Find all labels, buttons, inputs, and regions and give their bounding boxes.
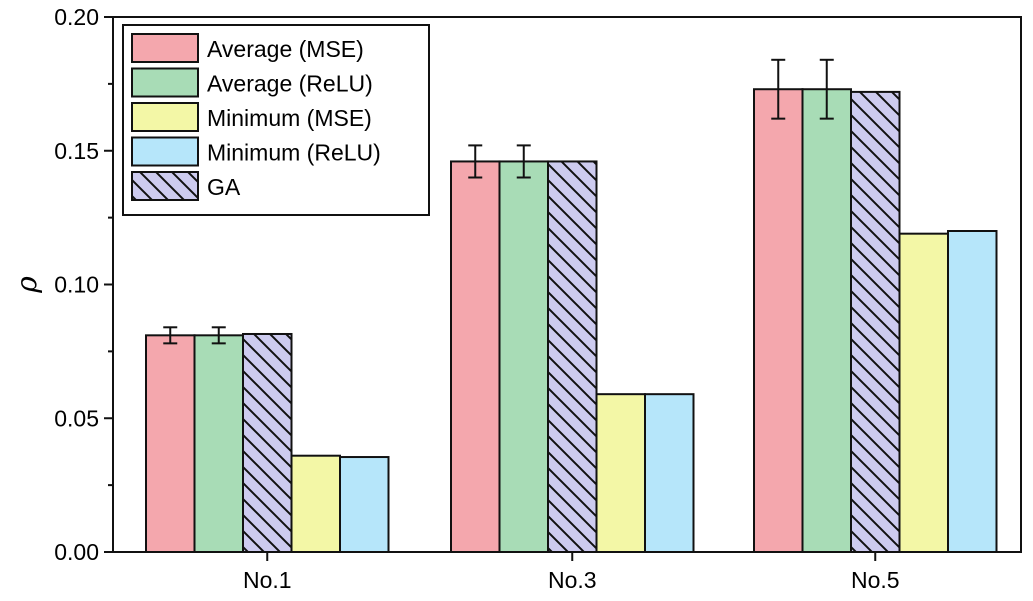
- bar: [290, 454, 341, 554]
- x-tick-label: No.5: [851, 567, 900, 593]
- legend-label: GA: [207, 174, 241, 200]
- bar: [947, 230, 998, 553]
- legend-swatch: [131, 171, 199, 201]
- bar: [339, 456, 390, 554]
- bar: [498, 160, 549, 553]
- y-tick-label: 0.10: [54, 272, 99, 298]
- legend-label: Minimum (MSE): [207, 105, 372, 131]
- y-tick-label: 0.00: [54, 539, 99, 565]
- bar: [145, 334, 196, 554]
- bar: [595, 393, 646, 553]
- bar: [547, 160, 598, 553]
- legend-label: Minimum (ReLU): [207, 140, 381, 166]
- bar: [644, 393, 695, 553]
- bar: [898, 232, 949, 554]
- bar: [850, 90, 901, 554]
- bar: [193, 334, 244, 554]
- bar: [242, 332, 293, 553]
- x-tick-label: No.3: [548, 567, 597, 593]
- bar: [801, 88, 852, 553]
- legend-label: Average (MSE): [207, 36, 364, 62]
- legend-swatch: [131, 102, 199, 132]
- y-axis-title: ρ: [10, 276, 43, 294]
- bar: [450, 160, 501, 553]
- legend-swatch: [131, 67, 199, 98]
- legend-swatch: [131, 33, 199, 63]
- y-tick-label: 0.20: [54, 4, 99, 30]
- legend-label: Average (ReLU): [207, 71, 373, 97]
- y-tick-label: 0.15: [54, 138, 99, 164]
- x-tick-label: No.1: [243, 567, 292, 593]
- y-tick-label: 0.05: [54, 405, 99, 431]
- bar: [753, 88, 804, 553]
- legend-swatch: [131, 136, 199, 167]
